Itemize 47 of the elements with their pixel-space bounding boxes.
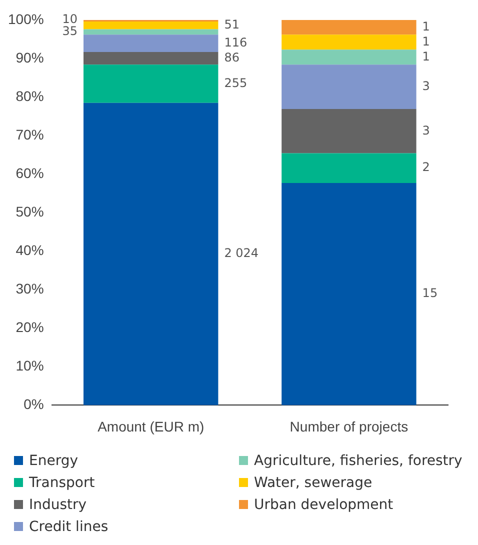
bar	[84, 34, 218, 52]
annotation: 2	[422, 160, 430, 174]
bar	[84, 29, 218, 35]
y-tick-label: 20%	[16, 319, 44, 336]
legend-label: Urban development	[254, 496, 394, 512]
legend-label: Credit lines	[29, 518, 108, 534]
annotation: 2 024	[224, 246, 259, 260]
legend-label: Transport	[29, 474, 95, 490]
y-tick-label: 60%	[16, 164, 44, 181]
annotation: 10	[62, 12, 78, 26]
y-tick-label: 90%	[16, 49, 44, 66]
bar	[282, 153, 416, 183]
bar	[84, 52, 218, 65]
bar	[282, 64, 416, 109]
y-tick-label: 0%	[24, 396, 44, 412]
bar	[282, 50, 416, 65]
y-tick-label: 100%	[8, 10, 44, 27]
annotation: 51	[224, 18, 240, 32]
annotation: 116	[224, 35, 248, 50]
legend-label: Water, sewerage	[254, 474, 372, 490]
y-tick-label: 80%	[16, 88, 44, 104]
annotation: 255	[224, 76, 248, 90]
bar	[282, 108, 416, 154]
annotation: 3	[422, 78, 430, 93]
y-tick-label: 40%	[16, 242, 44, 258]
annotation: 35	[62, 24, 78, 38]
y-tick-label: 10%	[16, 358, 44, 374]
annotation: 1	[422, 49, 430, 64]
bar	[84, 64, 218, 103]
bar	[282, 20, 416, 35]
y-tick-label: 30%	[16, 280, 44, 296]
annotation: 86	[224, 50, 240, 64]
bar	[84, 22, 218, 30]
annotation: 3	[422, 123, 430, 138]
x-tick-label: Amount (EUR m)	[98, 418, 204, 434]
annotation: 15	[422, 286, 438, 300]
y-tick-label: 70%	[16, 126, 44, 142]
legend-label: Industry	[29, 496, 87, 512]
x-tick-label: Number of projects	[290, 418, 408, 434]
bar	[84, 102, 218, 406]
legend-label: Energy	[29, 452, 78, 468]
bar	[282, 182, 416, 406]
annotation: 1	[422, 34, 430, 48]
bar	[282, 34, 416, 50]
legend-label: Agriculture, fisheries, forestry	[254, 452, 462, 468]
y-tick-label: 50%	[16, 203, 44, 220]
annotation: 1	[422, 19, 430, 34]
